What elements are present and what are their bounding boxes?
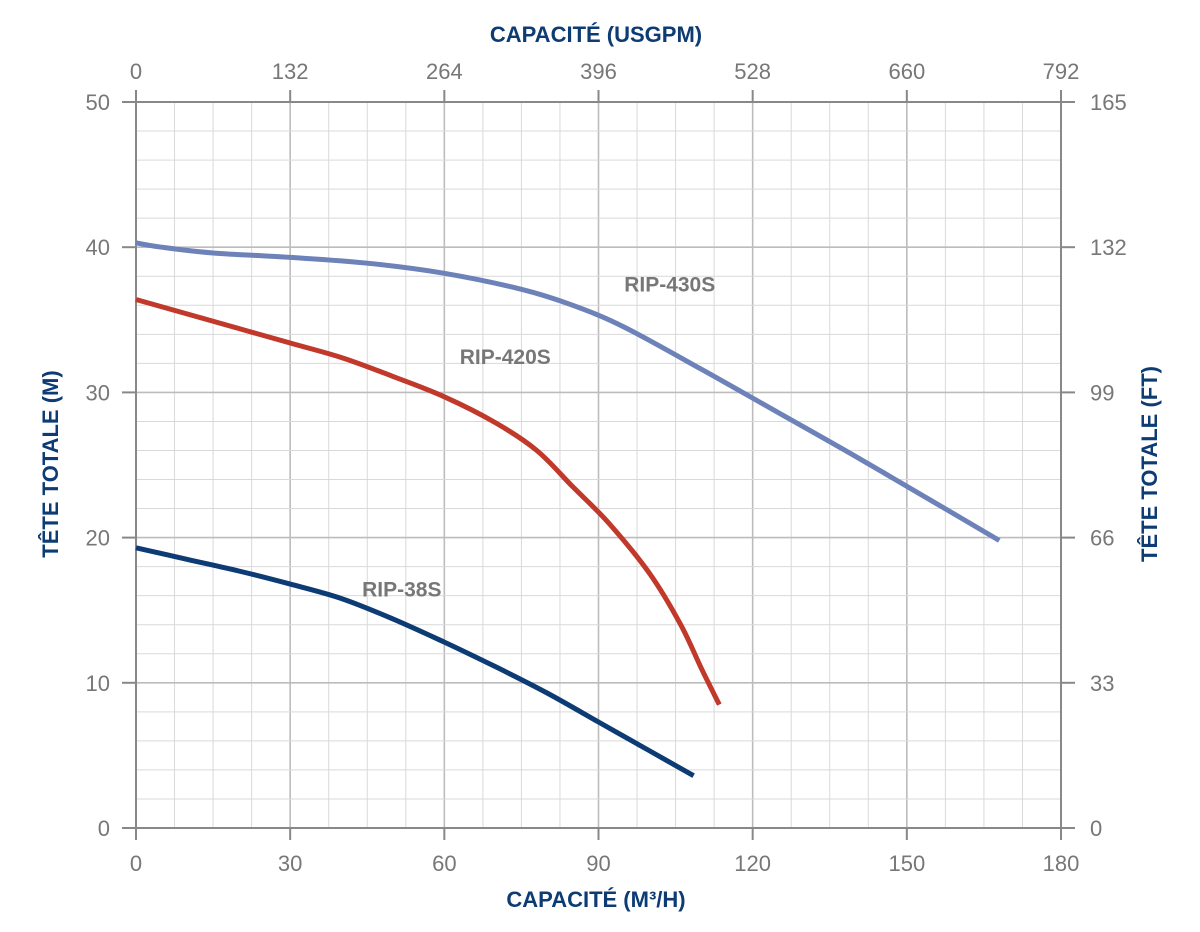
y-right-axis-title: TÊTE TOTALE (FT): [1137, 366, 1162, 562]
series-label-rip-430s: RIP-430S: [624, 274, 715, 297]
x-top-tick-label: 660: [888, 59, 925, 84]
y-left-axis-title: TÊTE TOTALE (M): [38, 370, 63, 557]
y-right-tick-label: 33: [1090, 671, 1114, 696]
grid: [135, 101, 1062, 829]
x-top-tick-label: 792: [1043, 59, 1080, 84]
plot-frame: [122, 90, 1075, 840]
x-top-tick-label: 528: [734, 59, 771, 84]
x-top-tick-label: 396: [580, 59, 617, 84]
series-label-rip-420s: RIP-420S: [460, 346, 551, 369]
x-top-axis-title: CAPACITÉ (USGPM): [490, 22, 702, 47]
x-bottom-tick-label: 120: [734, 851, 771, 876]
x-bottom-axis-title: CAPACITÉ (M³/H): [506, 887, 685, 912]
series-line-rip-38s: [135, 545, 695, 778]
y-left-tick-label: 40: [86, 235, 110, 260]
y-left-tick-label: 30: [86, 380, 110, 405]
x-bottom-tick-label: 60: [432, 851, 456, 876]
series-line-rip-420s: [135, 297, 722, 706]
x-bottom-tick-label: 30: [278, 851, 302, 876]
x-top-tick-label: 264: [426, 59, 463, 84]
y-right-tick-label: 132: [1090, 235, 1127, 260]
x-top-tick-label: 0: [130, 59, 142, 84]
x-bottom-tick-label: 0: [130, 851, 142, 876]
y-right-tick-label: 0: [1090, 816, 1102, 841]
series-lines: [135, 240, 1001, 778]
x-top-tick-label: 132: [272, 59, 309, 84]
y-left-tick-label: 20: [86, 526, 110, 551]
y-left-tick-label: 0: [98, 816, 110, 841]
x-bottom-tick-label: 150: [888, 851, 925, 876]
y-left-tick-label: 10: [86, 671, 110, 696]
series-line-rip-430s: [135, 240, 1001, 543]
y-right-tick-label: 99: [1090, 380, 1114, 405]
series-labels: RIP-430S RIP-420S RIP-38S: [362, 274, 715, 602]
y-right-tick-label: 165: [1090, 90, 1127, 115]
y-left-tick-label: 50: [86, 90, 110, 115]
x-bottom-tick-label: 180: [1043, 851, 1080, 876]
y-right-tick-label: 66: [1090, 526, 1114, 551]
x-bottom-tick-label: 90: [586, 851, 610, 876]
series-label-rip-38s: RIP-38S: [362, 578, 441, 601]
